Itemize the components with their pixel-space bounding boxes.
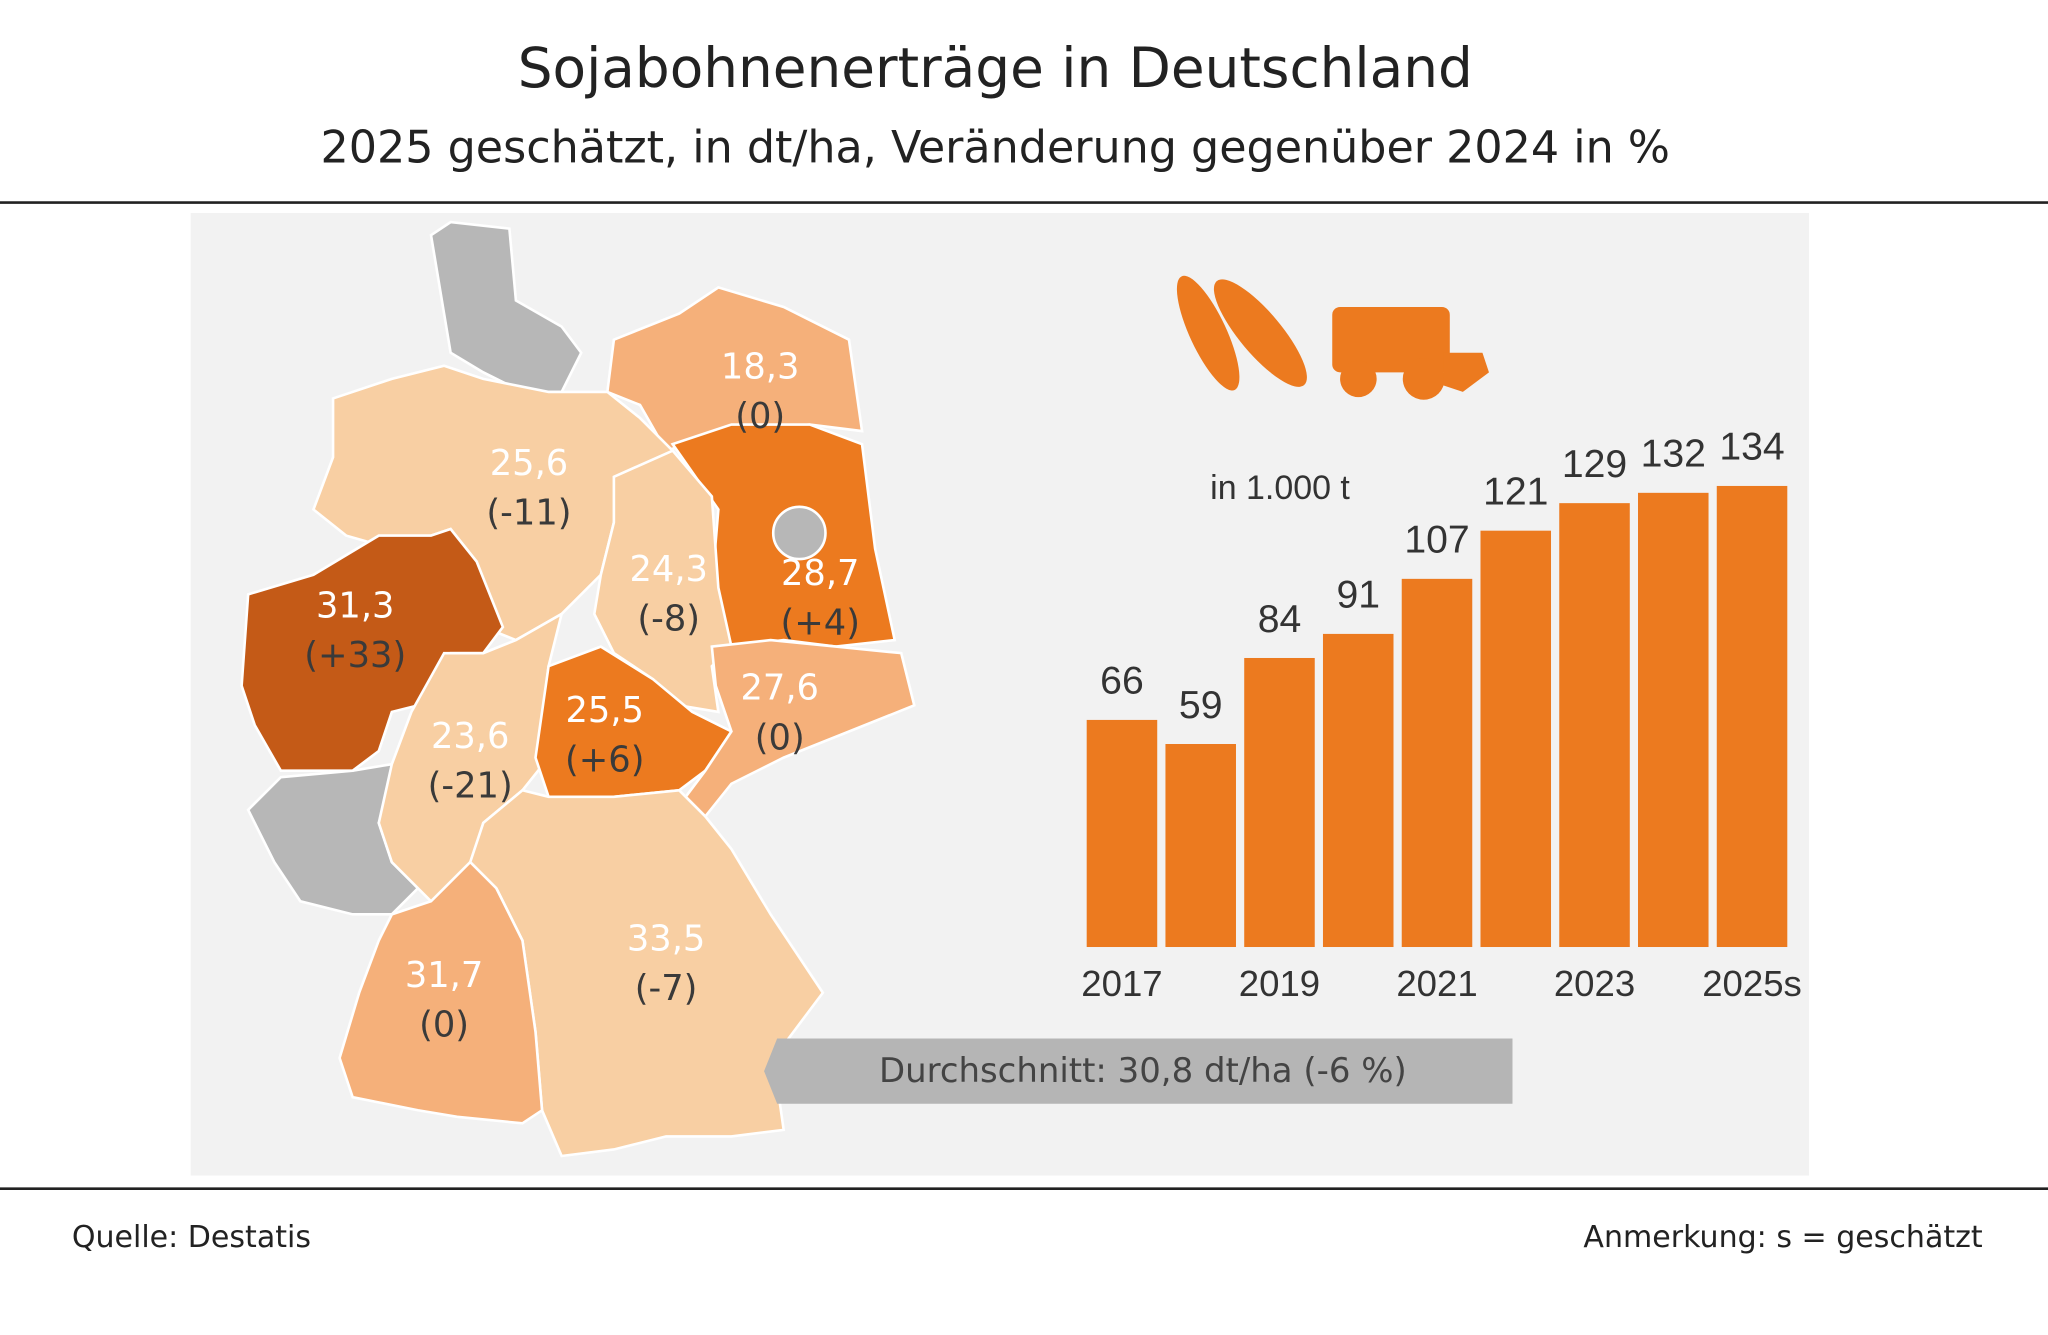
region-value: 33,5 bbox=[627, 918, 706, 959]
x-tick-label: 2017 bbox=[1081, 963, 1162, 1004]
x-tick-label: 2021 bbox=[1396, 963, 1477, 1004]
region-change: (0) bbox=[735, 396, 785, 437]
region-value: 27,6 bbox=[741, 668, 820, 709]
bar bbox=[1716, 485, 1788, 948]
region-value: 31,3 bbox=[316, 585, 395, 626]
value-label: 121 bbox=[1483, 470, 1548, 513]
value-label: 129 bbox=[1562, 443, 1627, 486]
value-label: 91 bbox=[1336, 574, 1380, 617]
region-change: (+4) bbox=[781, 602, 860, 643]
value-label: 59 bbox=[1179, 684, 1223, 727]
value-label: 132 bbox=[1641, 433, 1706, 476]
region bbox=[338, 860, 544, 1125]
region-change: (-7) bbox=[635, 968, 698, 1009]
region-change: (0) bbox=[419, 1005, 469, 1046]
region bbox=[592, 449, 733, 714]
region-value: 24,3 bbox=[629, 549, 708, 590]
bar bbox=[1480, 530, 1552, 948]
value-label: 66 bbox=[1100, 660, 1144, 703]
region-change: (+33) bbox=[304, 635, 406, 676]
value-label: 107 bbox=[1404, 519, 1469, 562]
bar bbox=[1638, 492, 1709, 948]
icon-harvester bbox=[1332, 307, 1489, 400]
note: Anmerkung: s = geschätzt bbox=[1583, 1220, 1982, 1255]
unit-label: in 1.000 t bbox=[1210, 469, 1350, 507]
bar-chart: in 1.000 t 66 2017 59 84 2019 91 107 2021 121 129… bbox=[1081, 275, 1802, 1004]
x-tick-label: 2025s bbox=[1702, 963, 1802, 1004]
bar bbox=[1322, 633, 1394, 948]
map: 18,3 (0) 28,7 (+4) 25,6 (-11) 31,3 (+33) 24,3 (-8… bbox=[240, 220, 916, 1158]
annotation-box bbox=[764, 1038, 1513, 1104]
region-change: (0) bbox=[755, 717, 805, 758]
bar bbox=[1086, 719, 1158, 948]
region-grey bbox=[771, 505, 827, 561]
region-grey bbox=[429, 220, 583, 394]
x-tick-label: 2019 bbox=[1239, 963, 1320, 1004]
region-value: 25,5 bbox=[565, 690, 644, 731]
title: Sojabohnenerträge in Deutschland bbox=[518, 36, 1473, 100]
region-value: 18,3 bbox=[721, 346, 800, 387]
value-label: 84 bbox=[1258, 598, 1302, 641]
region-change: (-11) bbox=[486, 493, 571, 534]
bar bbox=[1401, 578, 1473, 948]
region-change: (-21) bbox=[428, 766, 513, 807]
region-value: 25,6 bbox=[490, 443, 569, 484]
region bbox=[534, 645, 734, 812]
value-label: 134 bbox=[1719, 426, 1784, 469]
region bbox=[605, 285, 864, 453]
region bbox=[683, 638, 916, 819]
bar bbox=[1559, 503, 1630, 948]
source: Quelle: Destatis bbox=[72, 1220, 311, 1255]
region-value: 28,7 bbox=[781, 553, 860, 594]
icon-beans bbox=[1176, 275, 1307, 391]
region-change: (-8) bbox=[637, 598, 700, 639]
subtitle: 2025 geschätzt, in dt/ha, Veränderung ge… bbox=[321, 122, 1670, 173]
region-value: 23,6 bbox=[431, 716, 510, 757]
annotation: Durchschnitt: 30,8 dt/ha (-6 %) bbox=[879, 1051, 1407, 1091]
bar bbox=[1244, 657, 1315, 948]
region-value: 31,7 bbox=[405, 955, 484, 996]
x-tick-label: 2023 bbox=[1554, 963, 1635, 1004]
bar bbox=[1165, 744, 1236, 948]
region-change: (+6) bbox=[565, 740, 644, 781]
